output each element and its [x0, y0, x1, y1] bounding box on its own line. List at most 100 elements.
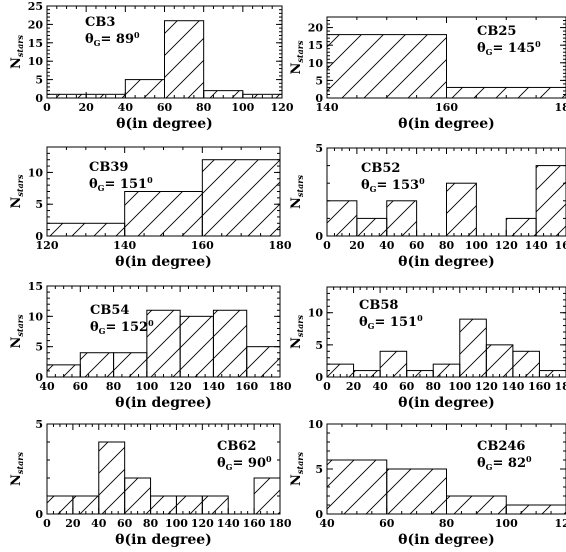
theta-subscript: G	[370, 184, 377, 194]
x-tick-label: 0	[323, 239, 331, 252]
theta-subscript: G	[368, 321, 375, 331]
x-tick-label: 120	[555, 517, 566, 530]
theta-symbol: θ	[217, 456, 226, 471]
x-tick-label: 140	[202, 380, 225, 393]
x-tick-label: 120	[36, 239, 59, 252]
histogram-bar	[379, 350, 408, 377]
bar-group	[327, 165, 566, 236]
y-axis-label-main: N	[289, 474, 304, 486]
theta-degree: 0	[526, 454, 532, 464]
x-tick-label: 180	[269, 380, 292, 393]
theta-g-label: θG= 890	[85, 30, 140, 48]
x-tick-label: 40	[91, 517, 107, 530]
theta-value: = 151	[105, 177, 148, 192]
y-tick-label: 10	[28, 310, 44, 323]
theta-value: = 90	[233, 456, 267, 471]
x-tick-label: 60	[399, 380, 415, 393]
y-tick-label: 5	[315, 339, 323, 352]
histogram-bar	[124, 477, 152, 514]
theta-symbol: θ	[90, 320, 99, 335]
y-tick-label: 15	[28, 37, 43, 50]
x-tick-label: 40	[379, 239, 395, 252]
x-tick-label: 0	[43, 517, 51, 530]
theta-symbol: θ	[85, 32, 94, 47]
y-tick-label: 0	[35, 508, 43, 521]
x-tick-label: 60	[379, 517, 395, 530]
x-tick-label: 140	[501, 380, 524, 393]
y-axis-label-sub: stars	[295, 40, 305, 63]
y-tick-label: 15	[308, 39, 323, 52]
y-tick-label: 0	[315, 92, 323, 105]
histogram-bar	[386, 468, 447, 514]
theta-value: = 145	[493, 41, 536, 56]
y-tick-label: 10	[308, 418, 324, 431]
x-axis-label: θ(in degree)	[398, 254, 495, 270]
theta-degree: 0	[266, 454, 272, 464]
x-tick-label: 160	[235, 380, 258, 393]
y-axis-label-sub: stars	[15, 314, 25, 337]
histogram-bar	[113, 352, 148, 377]
y-axis-label-main: N	[289, 337, 304, 349]
y-axis-label: Nstars	[9, 314, 25, 348]
y-tick-label: 15	[28, 280, 43, 293]
x-tick-label: 180	[269, 517, 292, 530]
x-tick-label: 160	[528, 380, 551, 393]
x-tick-label: 60	[117, 517, 133, 530]
theta-value: = 151	[375, 315, 418, 330]
x-tick-label: 20	[79, 101, 95, 114]
histogram-bar	[179, 315, 214, 377]
x-tick-label: 40	[39, 380, 55, 393]
theta-degree: 0	[419, 176, 425, 186]
y-axis-label: Nstars	[9, 35, 25, 69]
bar-group	[47, 20, 282, 98]
y-axis-label-sub: stars	[295, 452, 305, 475]
theta-g-label: θG= 1530	[361, 176, 425, 194]
y-axis-label-main: N	[289, 197, 304, 209]
y-axis-label-sub: stars	[15, 452, 25, 475]
cloud-name-label: CB54	[90, 303, 129, 318]
y-tick-label: 5	[35, 341, 43, 354]
x-tick-label: 60	[157, 101, 173, 114]
x-tick-label: 120	[495, 239, 518, 252]
bar-group	[47, 159, 280, 236]
histogram-bar	[201, 159, 280, 236]
cloud-name-label: CB25	[477, 24, 516, 39]
theta-degree: 0	[417, 313, 423, 323]
x-tick-label: 160	[191, 239, 214, 252]
histogram-bar	[124, 191, 203, 236]
y-tick-label: 20	[28, 18, 44, 31]
y-tick-label: 10	[28, 166, 44, 179]
x-tick-label: 160	[243, 517, 266, 530]
y-axis-label-main: N	[289, 63, 304, 75]
theta-symbol: θ	[89, 177, 98, 192]
x-tick-label: 140	[525, 239, 548, 252]
cloud-name-label: CB246	[477, 439, 525, 454]
theta-degree: 0	[134, 30, 140, 40]
y-axis-label: Nstars	[289, 452, 305, 486]
bar-group	[47, 441, 280, 514]
x-tick-label: 100	[448, 380, 471, 393]
y-tick-label: 5	[315, 463, 323, 476]
y-tick-label: 10	[308, 57, 324, 70]
panel-cb62: 0 20 40 60 80 100 120 140 160 180 0 5 θ(in degree) Ns…	[9, 418, 292, 548]
x-tick-label: 140	[316, 101, 339, 114]
y-axis-label: Nstars	[289, 175, 305, 209]
x-tick-label: 0	[323, 380, 331, 393]
y-axis-label-main: N	[9, 57, 24, 69]
y-axis-label: Nstars	[289, 315, 305, 349]
y-tick-label: 20	[308, 22, 324, 35]
theta-subscript: G	[486, 462, 493, 472]
theta-subscript: G	[486, 47, 493, 57]
theta-g-label: θG= 820	[477, 454, 532, 472]
panel-cb246: 4060801001200510θ(in degree)NstarsCB246θ…	[289, 418, 566, 548]
theta-degree: 0	[535, 39, 541, 49]
x-tick-label: 180	[555, 101, 566, 114]
bar-group	[47, 309, 280, 377]
theta-symbol: θ	[477, 41, 486, 56]
histogram-bar	[327, 200, 358, 236]
y-tick-label: 0	[35, 230, 43, 243]
histogram-bar	[146, 309, 181, 377]
